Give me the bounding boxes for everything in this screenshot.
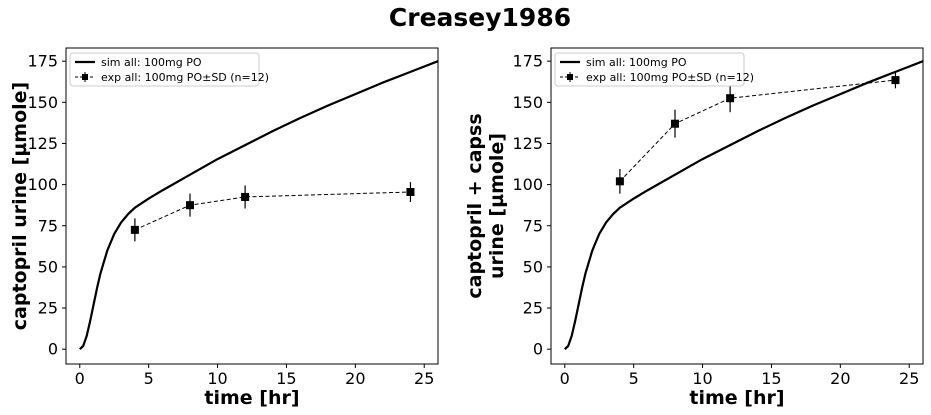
y-tick-label: 100 [512,175,543,194]
sim-series-line [79,60,438,350]
y-tick-label: 75 [38,216,58,235]
y-axis-label-group: captopril urine [µmole] [9,82,31,330]
data-point-marker [130,225,139,234]
plot-frame [550,47,924,365]
x-tick-label: 5 [144,369,154,388]
y-tick-label: 125 [27,134,58,153]
x-tick-label: 0 [560,369,570,388]
x-tick-label: 10 [692,369,712,388]
data-point-marker [671,119,679,128]
chart-panel-2: 0 5 10 15 20 25 0 25 50 75 100 125 150 175 time [hr] ca… [464,47,924,409]
y-tick-label: 100 [27,175,58,194]
data-point-marker [726,94,735,103]
legend-label: exp all: 100mg PO±SD (n=12) [586,71,754,84]
exp-series-line [619,79,896,182]
figure-title: Creasey1986 [389,3,571,32]
legend-swatch-marker [567,74,573,80]
y-tick-label: 175 [512,52,543,71]
plot-area [79,60,438,350]
x-tick-label: 0 [75,369,85,388]
y-tick-label: 175 [27,52,58,71]
legend-label: sim all: 100mg PO [586,56,687,69]
y-tick-label: 150 [512,93,543,112]
legend-label: sim all: 100mg PO [101,56,202,69]
x-tick-label: 25 [899,369,919,388]
exp-series-line [134,191,411,231]
plot-area [564,60,923,350]
x-tick-label: 25 [414,369,434,388]
data-point-marker [186,201,194,210]
legend-box [69,52,260,87]
x-axis-label: time [hr] [204,387,299,409]
y-axis-label-line: captopril + capss [464,113,486,298]
x-tick-label: 15 [276,369,296,388]
y-tick-label: 50 [523,257,543,276]
sim-series-line [564,60,923,350]
y-axis-label-group: captopril + capss urine [µmole] [464,113,508,298]
legend: sim all: 100mg PO exp all: 100mg PO±SD (n… [554,52,754,87]
legend-box [554,52,745,87]
x-axis-label: time [hr] [689,387,784,409]
data-point-marker [891,76,900,85]
data-point-marker [615,177,624,186]
y-tick-label: 0 [533,340,543,359]
legend: sim all: 100mg PO exp all: 100mg PO±SD (n… [69,52,269,87]
y-tick-label: 25 [523,299,543,318]
x-tick-label: 20 [830,369,850,388]
y-tick-label: 125 [512,134,543,153]
x-tick-label: 20 [345,369,365,388]
y-tick-label: 25 [38,299,58,318]
x-tick-label: 10 [207,369,227,388]
y-axis-label: captopril urine [µmole] [9,82,31,330]
plot-frame [65,47,439,365]
legend-swatch-marker [82,74,88,80]
y-tick-label: 50 [38,257,58,276]
y-tick-label: 75 [523,216,543,235]
data-point-marker [406,188,415,197]
chart-panel-1: 0 5 10 15 20 25 0 25 50 75 100 125 150 175 time [hr] ca… [9,47,439,409]
x-tick-label: 15 [761,369,781,388]
data-point-marker [241,192,250,201]
y-tick-label: 150 [27,93,58,112]
y-axis-label-line: urine [µmole] [486,133,508,279]
x-tick-label: 5 [629,369,639,388]
legend-label: exp all: 100mg PO±SD (n=12) [101,71,269,84]
y-tick-label: 0 [48,340,58,359]
